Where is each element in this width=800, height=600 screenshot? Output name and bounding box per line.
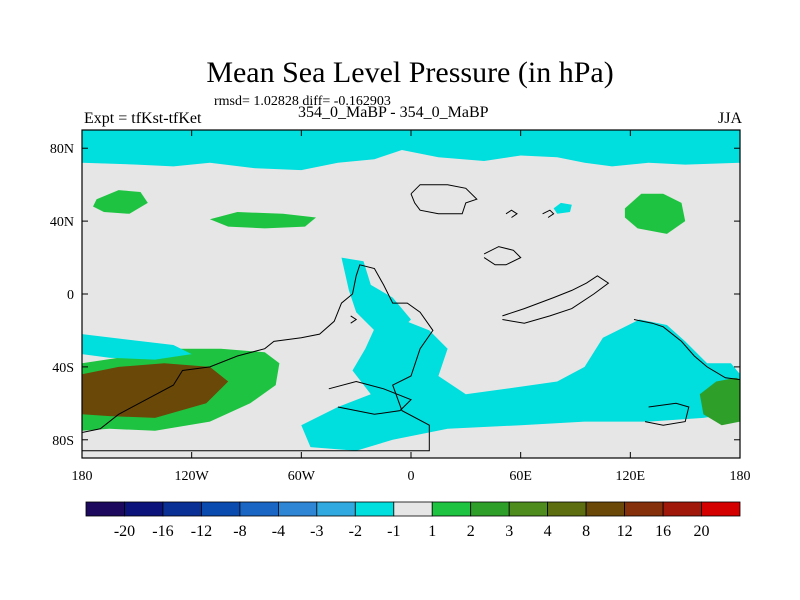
coastline-7 [350,315,358,324]
colorbar-label: -1 [387,523,400,540]
coastlines [82,184,740,452]
colorbar-swatch [200,501,241,517]
colorbar-label: 12 [617,523,633,540]
region-east-pacific-positive-tip [699,377,740,426]
chart-title: Mean Sea Level Pressure (in hPa) [206,56,614,89]
colorbar-swatch [662,501,702,517]
region-south-pacific-high-core [82,363,229,418]
colorbar-swatch [85,501,125,517]
colorbar: -20 -16 -12 -8 -4 -3 -2 -1 1 2 3 4 8 12 16 20 [85,501,741,540]
region-north-atlantic-positive [209,212,316,229]
coastline-3 [502,275,610,324]
colorbar-swatch [508,501,549,517]
coastline-9 [542,209,555,218]
colorbar-label: -12 [191,523,212,540]
coastline-4 [633,319,740,381]
colorbar-label: 3 [505,523,513,540]
colorbar-label: 8 [582,523,590,540]
x-tick-label: 60W [288,469,316,484]
y-tick-label: 40N [50,215,74,230]
left-label: Expt = tfKst-tfKet [84,110,202,127]
colorbar-label: -2 [349,523,362,540]
y-tick-label: 40S [52,361,74,376]
colorbar-swatch [624,501,664,517]
center-label: 354_0_MaBP - 354_0_MaBP [298,104,489,121]
x-tick-label: 120W [175,469,210,484]
colorbar-label: -20 [114,523,135,540]
colorbar-swatch [162,501,202,517]
colorbar-swatch [277,501,318,517]
colorbar-swatch [431,501,472,517]
stats-line: rmsd= 1.02828 diff= -0.162903 [214,94,391,109]
colorbar-swatch [239,501,279,517]
x-tick-label: 180 [730,469,751,484]
y-tick-label: 80N [50,142,74,157]
y-tick-label: 0 [67,288,74,303]
right-label: JJA [717,110,742,127]
coastline-5 [644,402,690,426]
colorbar-swatch [354,501,395,517]
coastline-6 [328,380,412,415]
x-tick-label: 60E [509,469,532,484]
coastline-1 [410,184,478,215]
region-east-asia-positive [624,193,686,234]
region-southern-ocean-negative [82,334,192,360]
colorbar-label: -4 [272,523,285,540]
colorbar-label: 2 [467,523,475,540]
colorbar-swatch [547,501,587,517]
colorbar-label: 16 [655,523,671,540]
region-amazon-negative [341,257,411,335]
colorbar-label: -3 [310,523,323,540]
coastline-2 [483,246,522,266]
region-siberia-negative [553,202,572,214]
colorbar-swatch [701,501,741,517]
x-tick-label: 0 [408,469,415,484]
axis-ticks: 180 120W 60W 0 60E 120E 180 80N 40N 0 40S 80S [50,130,751,484]
colorbar-label: -8 [233,523,246,540]
colorbar-swatch [585,501,625,517]
x-tick-label: 120E [616,469,646,484]
colorbar-label: 20 [694,523,710,540]
x-tick-label: 180 [72,469,93,484]
region-arctic-negative [82,130,740,171]
region-north-pacific-positive [93,190,148,214]
colorbar-label: 4 [544,523,552,540]
coastline-8 [505,209,518,218]
colorbar-label: -16 [152,523,173,540]
colorbar-label: 1 [428,523,436,540]
coastline-0 [82,264,434,452]
colorbar-swatch [316,501,356,517]
y-tick-label: 80S [52,434,74,449]
colorbar-swatch [470,501,510,517]
colorbar-swatch [124,501,164,517]
colorbar-swatch [393,501,433,517]
